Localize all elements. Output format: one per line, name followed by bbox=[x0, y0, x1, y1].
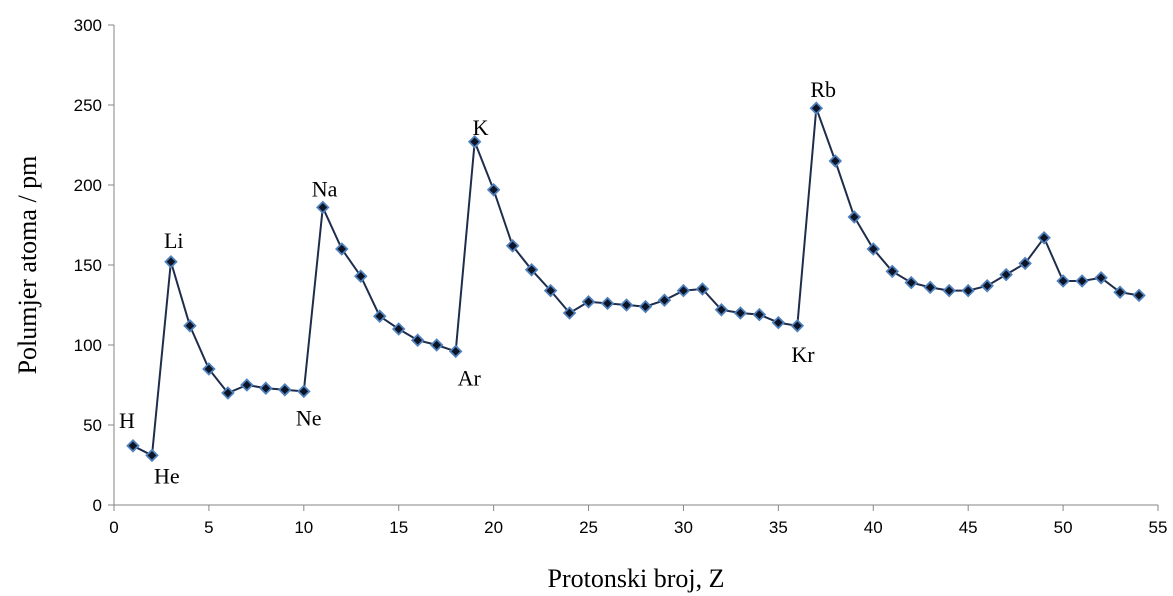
annotation-label: He bbox=[154, 463, 180, 488]
data-point bbox=[999, 267, 1013, 282]
x-tick-label: 10 bbox=[294, 518, 313, 537]
data-point bbox=[448, 344, 463, 359]
data-point bbox=[1094, 271, 1108, 285]
y-tick-label: 250 bbox=[74, 96, 102, 115]
annotation-label: K bbox=[473, 115, 489, 140]
annotation-label: Kr bbox=[791, 342, 815, 367]
annotations: H He Li Ne Na Ar K Kr Rb bbox=[119, 77, 836, 488]
data-point bbox=[316, 200, 330, 215]
x-tick-label: 15 bbox=[389, 518, 408, 537]
data-point bbox=[581, 295, 596, 309]
data-point bbox=[1037, 231, 1051, 245]
data-point bbox=[866, 242, 881, 256]
data-point bbox=[847, 210, 862, 224]
x-tick-label: 35 bbox=[769, 518, 788, 537]
annotation-label: Ne bbox=[296, 405, 322, 430]
x-tick-label: 25 bbox=[579, 518, 598, 537]
data-point bbox=[771, 315, 786, 330]
data-point bbox=[1075, 274, 1089, 288]
data-point bbox=[714, 303, 729, 317]
y-tick-label: 200 bbox=[74, 176, 102, 195]
data-point bbox=[410, 333, 425, 347]
y-tick-label: 50 bbox=[83, 416, 102, 435]
data-point bbox=[904, 275, 919, 290]
data-point bbox=[278, 383, 292, 397]
data-point bbox=[657, 293, 672, 307]
data-point bbox=[259, 381, 273, 395]
data-point bbox=[562, 306, 577, 320]
x-axis-ticks: 0 5 10 15 20 25 30 35 40 45 50 55 bbox=[109, 505, 1167, 537]
data-point bbox=[1132, 288, 1146, 303]
data-point bbox=[1113, 285, 1127, 299]
x-tick-label: 55 bbox=[1149, 518, 1168, 537]
data-point bbox=[145, 448, 159, 463]
x-tick-label: 50 bbox=[1054, 518, 1073, 537]
y-tick-label: 0 bbox=[93, 496, 102, 515]
data-point bbox=[353, 269, 368, 283]
data-point bbox=[467, 135, 482, 149]
data-point bbox=[202, 362, 216, 376]
x-tick-label: 30 bbox=[674, 518, 693, 537]
x-tick-label: 0 bbox=[109, 518, 118, 537]
data-point bbox=[638, 299, 653, 314]
data-point bbox=[828, 154, 843, 168]
data-point bbox=[733, 306, 748, 320]
data-point bbox=[695, 282, 710, 296]
y-tick-label: 100 bbox=[74, 336, 102, 355]
x-tick-label: 20 bbox=[484, 518, 503, 537]
data-point bbox=[752, 307, 767, 322]
plot-area: 0 50 100 150 200 250 300 0 5 10 15 20 25 30 35 40 45 50 5… bbox=[74, 16, 1168, 537]
x-tick-label: 40 bbox=[864, 518, 883, 537]
data-point bbox=[809, 101, 824, 115]
data-point bbox=[372, 309, 387, 323]
data-point bbox=[543, 283, 558, 298]
data-point bbox=[524, 263, 539, 277]
data-point bbox=[942, 283, 956, 298]
data-point bbox=[164, 255, 178, 269]
data-point bbox=[676, 283, 691, 298]
data-point bbox=[505, 239, 520, 253]
annotation-label: Rb bbox=[810, 77, 836, 102]
data-point bbox=[980, 279, 994, 293]
data-point bbox=[790, 319, 805, 333]
x-tick-label: 5 bbox=[204, 518, 213, 537]
annotation-label: H bbox=[119, 408, 135, 433]
data-point bbox=[183, 319, 197, 333]
series-markers bbox=[126, 101, 1146, 463]
y-axis-ticks: 0 50 100 150 200 250 300 bbox=[74, 16, 114, 515]
data-point bbox=[1018, 256, 1032, 271]
data-point bbox=[335, 242, 349, 256]
data-point bbox=[885, 264, 900, 279]
data-point bbox=[391, 322, 406, 336]
annotation-label: Ar bbox=[458, 365, 482, 390]
data-point bbox=[486, 183, 501, 197]
data-point bbox=[923, 280, 937, 295]
x-axis-title: Protonski broj, Z bbox=[548, 564, 725, 593]
y-axis-title: Polumjer atoma / pm bbox=[13, 156, 42, 375]
data-point bbox=[961, 283, 975, 298]
x-tick-label: 45 bbox=[959, 518, 978, 537]
data-point bbox=[600, 296, 615, 311]
y-tick-label: 150 bbox=[74, 256, 102, 275]
y-tick-label: 300 bbox=[74, 16, 102, 35]
data-point bbox=[1056, 274, 1070, 288]
data-point bbox=[240, 378, 254, 392]
data-point bbox=[297, 384, 311, 399]
data-point bbox=[126, 439, 140, 453]
data-point bbox=[429, 338, 444, 352]
annotation-label: Na bbox=[312, 176, 338, 201]
data-point bbox=[221, 386, 235, 400]
annotation-label: Li bbox=[164, 228, 184, 253]
data-point bbox=[619, 298, 634, 312]
